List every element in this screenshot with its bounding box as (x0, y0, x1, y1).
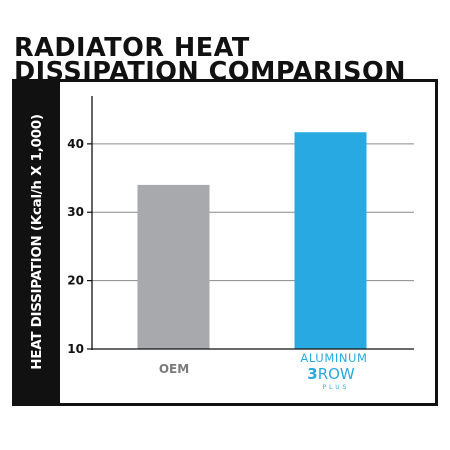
y-tick-label: 10 (67, 342, 84, 356)
category-label-oem: OEM (159, 362, 189, 376)
bar-oem (137, 184, 210, 349)
chart-frame: HEAT DISSIPATION (Kcal/h X 1,000) (12, 79, 438, 406)
bars (137, 132, 367, 349)
y-tick-label: 30 (67, 205, 84, 219)
category-logo-word: ROW (318, 365, 355, 383)
category-logo-suffix: PLUS (323, 384, 350, 391)
category-logo-number: 3 (307, 365, 317, 383)
category-logo-3row: 3ROW (307, 365, 355, 383)
bar-aluminum-3row-plus (294, 132, 367, 349)
chart-title-line-1: RADIATOR HEAT (14, 33, 250, 63)
y-tick-labels: 10 20 30 40 (67, 137, 92, 356)
y-tick-label: 20 (67, 274, 84, 288)
category-logo-3row-plus: ALUMINUM 3ROW PLUS (300, 351, 367, 391)
category-logo-line1: ALUMINUM (300, 351, 367, 365)
y-tick-label: 40 (67, 137, 84, 151)
axes (91, 96, 414, 350)
category-labels: OEM ALUMINUM 3ROW PLUS (159, 351, 367, 391)
y-axis-label-band: HEAT DISSIPATION (Kcal/h X 1,000) (15, 82, 60, 403)
